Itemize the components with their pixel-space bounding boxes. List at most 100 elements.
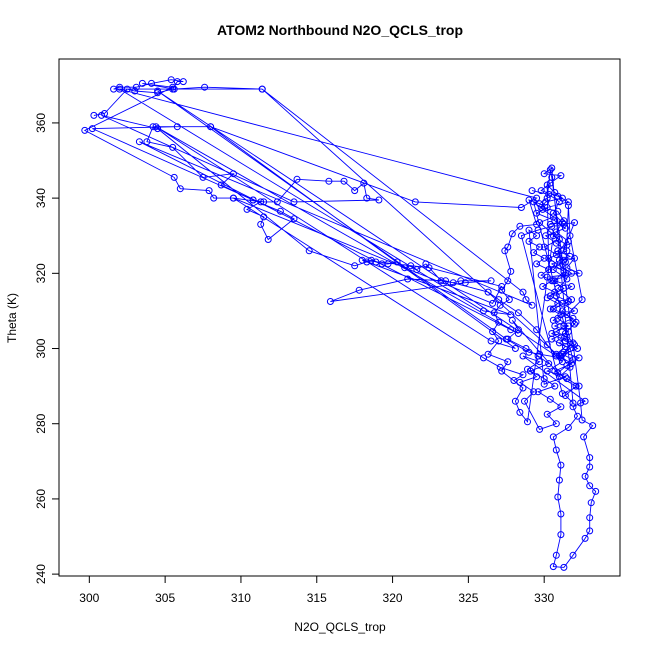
data-point <box>490 309 498 317</box>
data-point <box>305 247 313 255</box>
data-point <box>558 194 566 202</box>
data-point <box>543 181 551 189</box>
x-tick-label-0: 300 <box>79 591 99 605</box>
data-point <box>560 256 568 264</box>
data-point <box>229 170 237 178</box>
data-point <box>561 258 569 266</box>
data-point <box>276 207 284 215</box>
data-point <box>393 258 401 266</box>
data-point <box>580 433 588 441</box>
data-point <box>525 237 533 245</box>
data-point <box>489 328 497 336</box>
data-point <box>548 277 556 285</box>
data-point <box>504 358 512 366</box>
data-point <box>577 399 585 407</box>
data-point <box>566 252 574 260</box>
data-point <box>528 301 536 309</box>
data-point <box>572 382 580 390</box>
data-point <box>81 126 89 134</box>
series-lines <box>83 79 597 568</box>
data-point <box>551 277 559 285</box>
data-point <box>404 275 412 283</box>
data-point <box>132 83 140 91</box>
data-point <box>507 267 515 275</box>
data-point <box>217 181 225 189</box>
data-point <box>552 251 560 258</box>
data-point <box>549 433 557 441</box>
data-point <box>487 277 495 285</box>
data-point <box>569 314 577 322</box>
data-point <box>375 196 383 204</box>
data-point <box>495 296 503 304</box>
data-point <box>536 350 544 358</box>
data-point <box>564 424 572 431</box>
data-point <box>545 254 553 262</box>
data-point <box>574 412 581 420</box>
data-point <box>176 185 184 193</box>
data-point <box>536 425 544 433</box>
data-point <box>540 254 548 262</box>
x-tick-label-1: 305 <box>155 591 175 605</box>
data-point <box>549 316 557 324</box>
data-point <box>555 476 563 484</box>
data-point <box>169 143 177 151</box>
data-point <box>555 236 563 243</box>
data-point <box>551 217 559 225</box>
data-point <box>524 365 531 373</box>
x-axis-label: N2O_QCLS_trop <box>294 620 386 634</box>
data-point <box>533 260 541 268</box>
data-point <box>548 173 556 181</box>
data-point <box>586 514 594 522</box>
data-point <box>564 298 572 305</box>
data-point <box>511 397 519 405</box>
data-point <box>154 125 162 133</box>
data-point <box>560 284 568 292</box>
data-point <box>502 335 510 343</box>
data-point <box>558 299 566 307</box>
data-point <box>554 369 562 377</box>
data-point <box>560 217 568 225</box>
data-point <box>533 373 541 381</box>
data-point <box>123 85 131 93</box>
data-point <box>169 83 177 91</box>
data-point <box>561 271 569 279</box>
data-point <box>536 219 544 227</box>
data-point <box>461 279 469 287</box>
data-point <box>566 345 574 352</box>
data-point <box>563 241 571 249</box>
data-point <box>575 269 583 277</box>
data-point <box>548 335 556 343</box>
data-point <box>554 247 562 255</box>
data-point <box>519 371 527 379</box>
data-point <box>546 305 554 313</box>
x-tick-label-6: 330 <box>534 591 554 605</box>
series-line-1 <box>83 79 563 381</box>
data-point <box>507 326 515 334</box>
data-point <box>566 232 574 240</box>
data-point <box>575 382 583 390</box>
data-point <box>560 322 568 330</box>
data-point <box>537 204 545 211</box>
data-point <box>243 205 251 213</box>
data-point <box>561 343 569 351</box>
data-point <box>543 294 551 302</box>
data-point <box>575 354 583 362</box>
chart-title: ATOM2 Northbound N2O_QCLS_trop <box>217 22 463 38</box>
data-point <box>568 269 575 277</box>
data-point <box>560 267 568 275</box>
data-point <box>563 275 571 283</box>
data-point <box>498 286 506 294</box>
data-point <box>589 422 597 430</box>
data-point <box>340 177 348 185</box>
data-point <box>543 273 551 281</box>
data-point <box>154 87 162 95</box>
x-tick-label-5: 325 <box>458 591 478 605</box>
data-point <box>552 328 560 336</box>
data-point <box>511 345 519 352</box>
data-point <box>258 85 266 93</box>
data-point <box>257 198 265 206</box>
data-point <box>401 264 409 272</box>
data-point <box>587 499 595 507</box>
data-point <box>505 296 513 304</box>
